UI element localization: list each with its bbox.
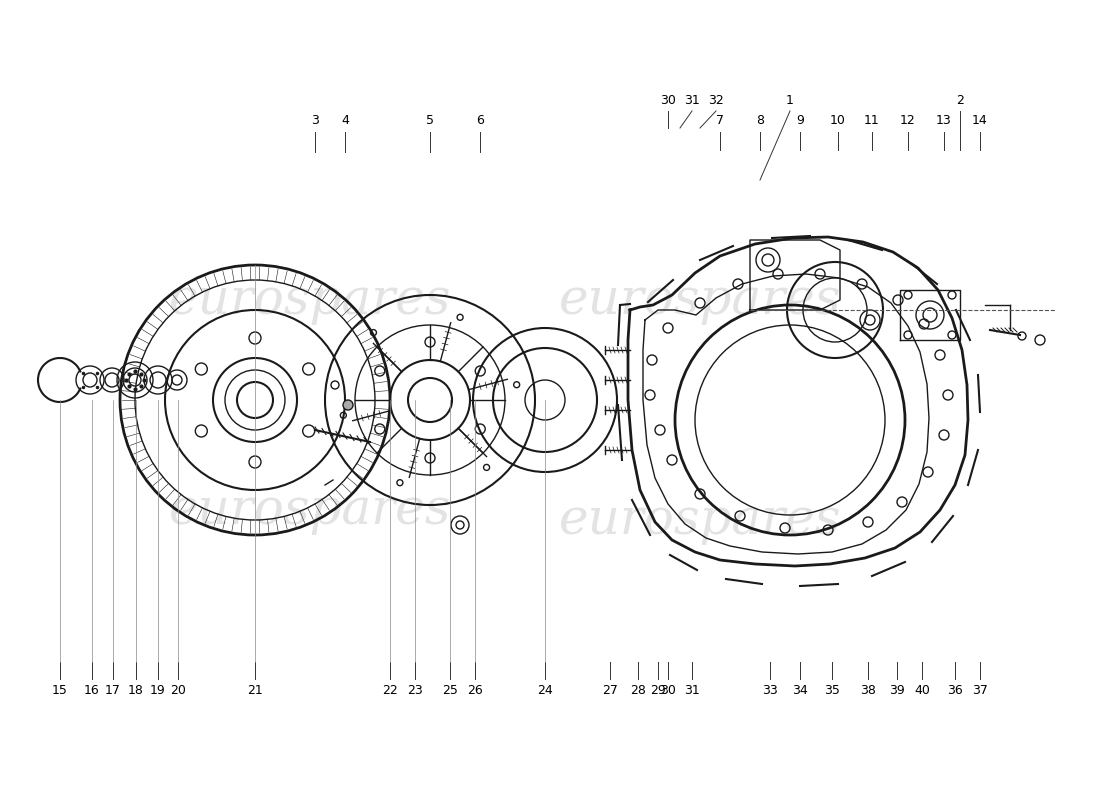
Circle shape [343,400,353,410]
Text: eurospares: eurospares [168,486,451,534]
Text: 8: 8 [756,114,764,126]
Text: 18: 18 [128,683,144,697]
Text: 1: 1 [786,94,794,106]
Text: 25: 25 [442,683,458,697]
Text: 28: 28 [630,683,646,697]
Text: 34: 34 [792,683,807,697]
Text: 5: 5 [426,114,434,126]
Text: 14: 14 [972,114,988,126]
Text: 20: 20 [170,683,186,697]
Text: 17: 17 [106,683,121,697]
Text: 19: 19 [150,683,166,697]
Text: 31: 31 [684,94,700,106]
Text: 31: 31 [684,683,700,697]
Text: 13: 13 [936,114,952,126]
Text: eurospares: eurospares [559,275,842,325]
Text: 3: 3 [311,114,319,126]
Text: 40: 40 [914,683,929,697]
Text: eurospares: eurospares [168,275,451,325]
Text: 36: 36 [947,683,962,697]
Text: 10: 10 [830,114,846,126]
Text: 35: 35 [824,683,840,697]
Text: 37: 37 [972,683,988,697]
Text: 2: 2 [956,94,964,106]
Text: 39: 39 [889,683,905,697]
Text: 11: 11 [865,114,880,126]
Text: 30: 30 [660,94,675,106]
Text: 6: 6 [476,114,484,126]
Text: 24: 24 [537,683,553,697]
Text: 15: 15 [52,683,68,697]
Text: 23: 23 [407,683,422,697]
Text: 26: 26 [468,683,483,697]
Text: 9: 9 [796,114,804,126]
Text: 22: 22 [382,683,398,697]
Text: 12: 12 [900,114,916,126]
Text: 4: 4 [341,114,349,126]
Text: eurospares: eurospares [559,495,842,545]
Text: 30: 30 [660,683,675,697]
Text: 21: 21 [248,683,263,697]
Text: 29: 29 [650,683,666,697]
Text: 7: 7 [716,114,724,126]
Text: 27: 27 [602,683,618,697]
Text: 38: 38 [860,683,876,697]
Text: 32: 32 [708,94,724,106]
Text: 33: 33 [762,683,778,697]
Text: 16: 16 [84,683,100,697]
